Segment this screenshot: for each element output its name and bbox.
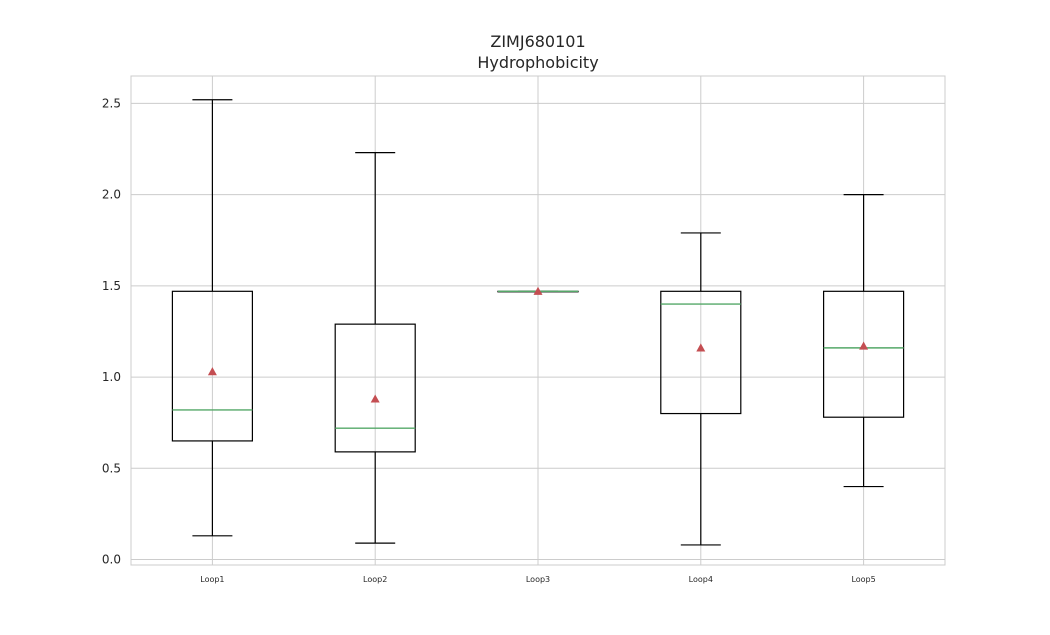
- x-tick-label: Loop2: [363, 575, 387, 584]
- box-loop4: [660, 232, 742, 546]
- mean-marker: [859, 341, 869, 350]
- x-tick-label: Loop1: [200, 575, 224, 584]
- chart-subtitle: Hydrophobicity: [477, 53, 598, 72]
- y-tick-label: 2.0: [102, 188, 121, 202]
- grid-lines: [131, 76, 945, 565]
- mean-marker: [696, 343, 706, 352]
- iqr-box: [171, 290, 253, 442]
- iqr-box: [822, 290, 905, 418]
- box-loop1: [171, 99, 253, 537]
- mean-marker: [533, 286, 543, 295]
- box-loop5: [822, 194, 905, 488]
- chart-title: ZIMJ680101: [490, 32, 585, 51]
- x-tick-label: Loop3: [526, 575, 550, 584]
- y-tick-label: 2.5: [102, 96, 121, 110]
- box-loop2: [334, 152, 416, 544]
- plot-frame: [130, 75, 946, 566]
- y-tick-label: 1.0: [102, 370, 121, 384]
- boxes-layer: [171, 99, 905, 546]
- y-tick-label: 1.5: [102, 279, 121, 293]
- mean-marker: [370, 394, 380, 403]
- iqr-box: [334, 323, 416, 453]
- mean-marker: [207, 367, 217, 376]
- x-tick-labels: Loop1 Loop2 Loop3 Loop4 Loop5: [200, 575, 875, 584]
- iqr-box: [660, 290, 742, 415]
- y-tick-labels: 0.0 0.5 1.0 1.5 2.0 2.5: [102, 96, 121, 566]
- x-tick-label: Loop5: [851, 575, 875, 584]
- y-tick-label: 0.5: [102, 461, 121, 475]
- x-tick-label: Loop4: [689, 575, 713, 584]
- y-tick-label: 0.0: [102, 553, 121, 567]
- box-loop3: [497, 286, 579, 295]
